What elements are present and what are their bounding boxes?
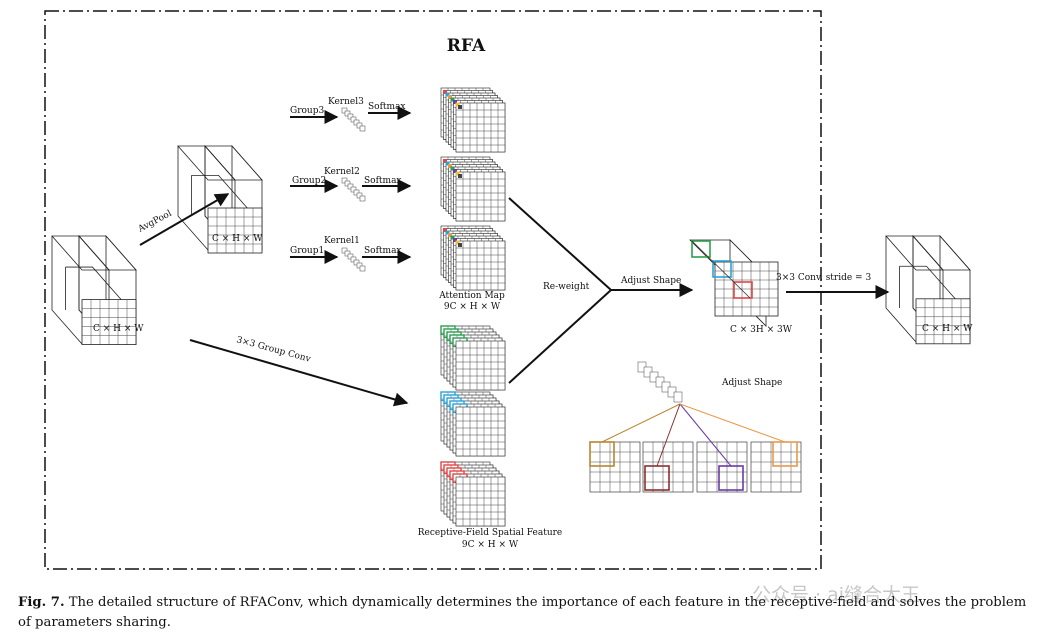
input-tensor	[51, 234, 137, 346]
avgpool-arrow	[139, 193, 230, 246]
group-conv-arrow	[189, 339, 409, 407]
spatial-feature-label: Receptive-Field Spatial Feature	[418, 528, 563, 538]
attention-map-1	[440, 225, 506, 291]
output-tensor	[885, 234, 971, 345]
attention-map-2	[440, 156, 506, 222]
softmax2-label: Softmax	[364, 176, 402, 186]
reweight-label: Re-weight	[543, 282, 590, 292]
kernel2-label: Kernel2	[324, 167, 360, 177]
group2-label: Group2	[292, 176, 326, 186]
spatial-dim-label: 9C × H × W	[462, 540, 519, 550]
softmax1-label: Softmax	[364, 246, 402, 256]
attention-map-3	[440, 87, 506, 153]
input-dim-label: C × H × W	[93, 324, 144, 334]
adjust-shape-label: Adjust Shape	[620, 276, 681, 286]
group-conv-label: 3×3 Group Conv	[235, 335, 312, 365]
softmax3-label: Softmax	[368, 102, 406, 112]
spatial-feature-green	[440, 325, 506, 391]
avgpool-label: AvgPool	[136, 209, 174, 235]
reweight-line-top	[508, 197, 612, 291]
figure-caption: Fig. 7. The detailed structure of RFACon…	[18, 593, 1028, 633]
pooled-tensor	[177, 144, 263, 254]
kernel3-label: Kernel3	[328, 97, 364, 107]
caption-prefix: Fig. 7.	[18, 595, 65, 610]
caption-text: The detailed structure of RFAConv, which…	[18, 595, 1027, 630]
group3-label: Group3	[290, 106, 324, 116]
attention-dim-label: 9C × H × W	[444, 302, 501, 312]
rfa-frame	[44, 10, 822, 570]
diagram-title: RFA	[447, 36, 486, 56]
adjust-shape-detail	[589, 361, 802, 493]
group1-label: Group1	[290, 246, 324, 256]
reweight-line-bottom	[508, 289, 612, 384]
conv-stride-label: 3×3 Conv, stride = 3	[776, 273, 871, 283]
spatial-feature-cyan	[440, 391, 506, 457]
kernel2-stack	[341, 177, 366, 202]
kernel3-stack	[341, 107, 366, 132]
watermark: 公众号 · ai缝合大王	[752, 584, 920, 606]
kernel1-label: Kernel1	[324, 236, 360, 246]
attention-map-label: Attention Map	[438, 291, 505, 301]
adjusted-tensor	[689, 239, 779, 327]
adjust-shape-small-label: Adjust Shape	[721, 378, 782, 388]
kernel1-stack	[341, 247, 366, 272]
adjusted-dim-label: C × 3H × 3W	[730, 325, 793, 335]
spatial-feature-red	[440, 461, 506, 527]
output-dim-label: C × H × W	[922, 324, 973, 334]
pooled-dim-label: C × H × W	[212, 234, 263, 244]
